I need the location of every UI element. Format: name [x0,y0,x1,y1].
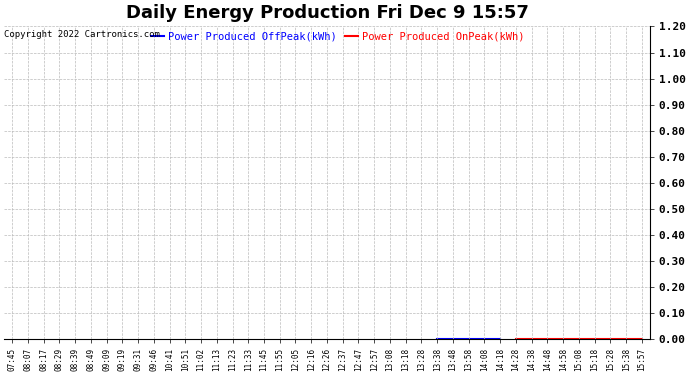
Text: Copyright 2022 Cartronics.com: Copyright 2022 Cartronics.com [4,30,160,39]
Legend: Power Produced OffPeak(kWh), Power Produced OnPeak(kWh): Power Produced OffPeak(kWh), Power Produ… [151,32,524,42]
Title: Daily Energy Production Fri Dec 9 15:57: Daily Energy Production Fri Dec 9 15:57 [126,4,529,22]
